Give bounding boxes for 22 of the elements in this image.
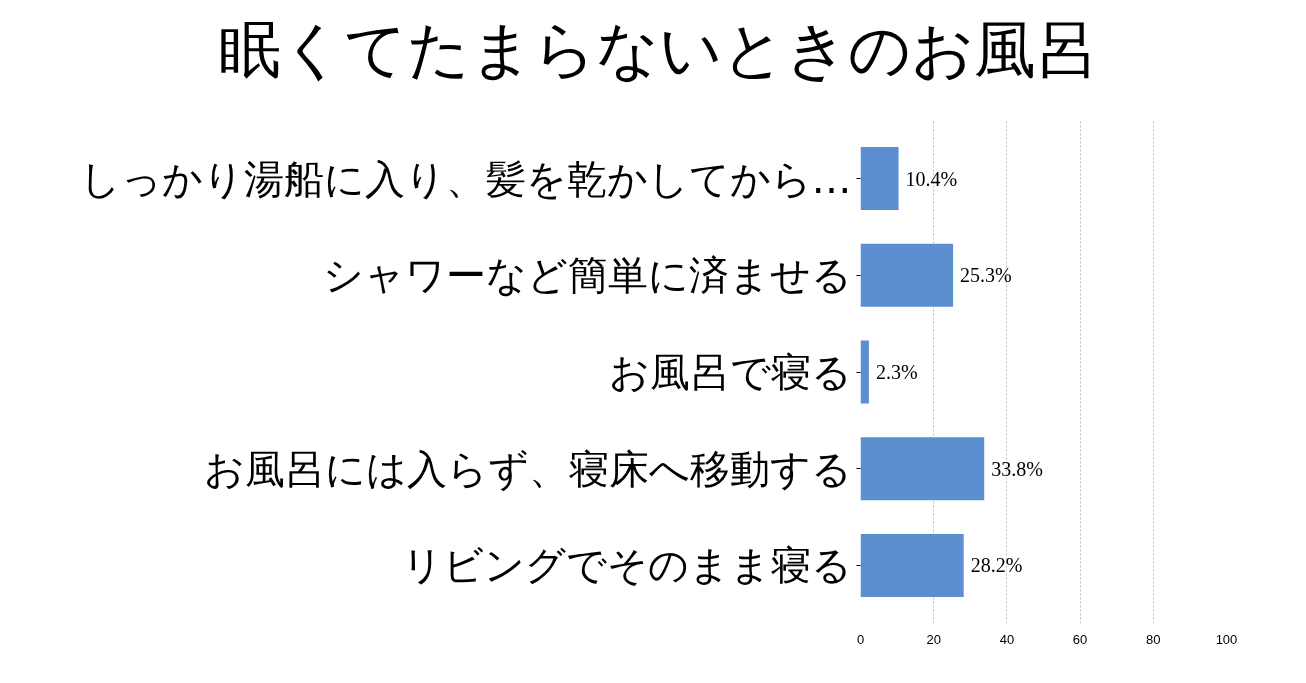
x-tick-label: 0	[856, 631, 865, 647]
y-tick-label: シャワーなど簡単に済ませる	[322, 252, 852, 299]
x-tick-label: 80	[1146, 631, 1161, 647]
y-tick-label: お風呂には入らず、寝床へ移動する	[203, 445, 852, 492]
x-tick-label: 100	[1215, 631, 1238, 647]
data-label: 10.4%	[905, 167, 958, 190]
bar	[860, 437, 985, 501]
bar	[860, 340, 869, 404]
data-label: 33.8%	[991, 457, 1043, 480]
data-label: 2.3%	[875, 361, 918, 383]
x-tick-label: 40	[999, 631, 1015, 647]
bar	[860, 147, 899, 210]
bar	[860, 243, 954, 307]
y-tick-label: お風呂で寝る	[608, 349, 852, 395]
bar	[860, 534, 964, 597]
x-tick-label: 20	[926, 631, 941, 647]
data-label: 28.2%	[970, 554, 1023, 577]
data-label: 25.3%	[960, 264, 1012, 287]
y-tick-label: リビングでそのまま寝る	[401, 542, 852, 589]
x-tick-label: 60	[1072, 631, 1088, 647]
chart-title: 眠くてたまらないときのお風呂	[218, 12, 1098, 88]
y-tick-label: しっかり湯船に入り、髪を乾かしてから…	[79, 155, 852, 202]
